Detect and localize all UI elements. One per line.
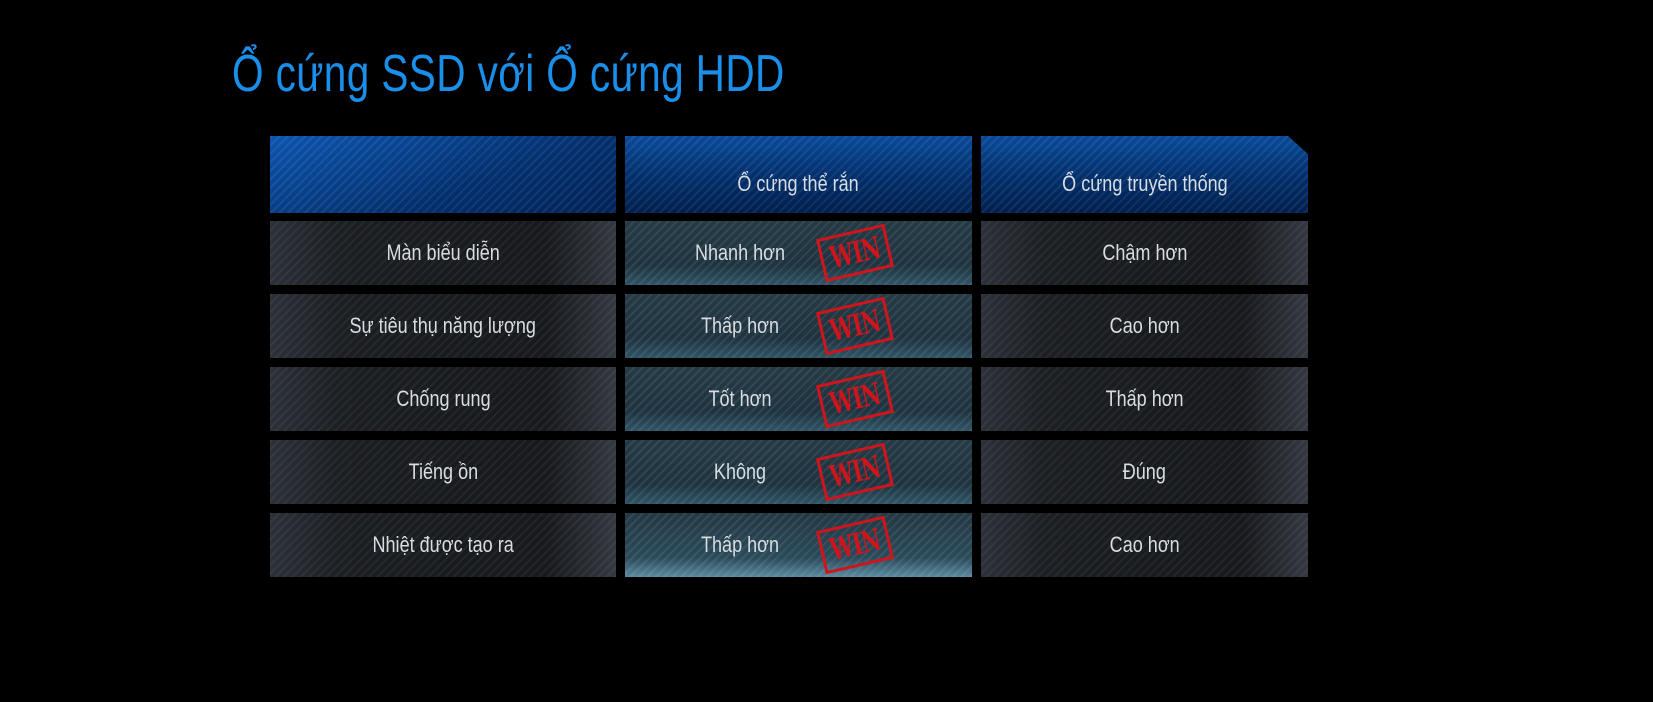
feature-cell: Nhiệt được tạo ra <box>270 513 616 577</box>
ssd-value: Tốt hơn <box>708 386 772 411</box>
hdd-value: Đúng <box>1122 459 1167 484</box>
ssd-value: Không <box>713 459 767 484</box>
ssd-cell: Không WIN <box>625 440 972 504</box>
hdd-cell: Thấp hơn <box>981 367 1308 431</box>
ssd-cell: Nhanh hơn WIN <box>625 221 972 285</box>
feature-cell: Sự tiêu thụ năng lượng <box>270 294 616 358</box>
feature-label: Chống rung <box>395 386 491 411</box>
win-stamp-icon: WIN <box>815 442 895 502</box>
header-label-hdd: Ổ cứng truyền thống <box>1061 170 1228 196</box>
feature-cell: Tiếng ồn <box>270 440 616 504</box>
ssd-cell: Tốt hơn WIN <box>625 367 972 431</box>
hdd-cell: Cao hơn <box>981 513 1308 577</box>
feature-label: Tiếng ồn <box>408 459 478 484</box>
win-stamp-icon: WIN <box>815 515 895 575</box>
header-cell-hdd: Ổ cứng truyền thống <box>981 136 1308 213</box>
hdd-value: Cao hơn <box>1109 313 1180 338</box>
hdd-cell: Cao hơn <box>981 294 1308 358</box>
page-title: Ổ cứng SSD với Ổ cứng HDD <box>232 45 785 103</box>
win-stamp-icon: WIN <box>815 223 895 283</box>
ssd-cell: Thấp hơn WIN <box>625 294 972 358</box>
header-label-ssd: Ổ cứng thể rắn <box>737 170 860 196</box>
header-cell-ssd: Ổ cứng thể rắn <box>625 136 972 213</box>
win-stamp-text: WIN <box>826 449 884 495</box>
hdd-value: Cao hơn <box>1109 532 1180 557</box>
feature-label: Sự tiêu thụ năng lượng <box>349 313 537 338</box>
win-stamp-text: WIN <box>826 376 884 422</box>
header-cell-empty <box>270 136 616 213</box>
win-stamp-icon: WIN <box>815 296 895 356</box>
hdd-value: Thấp hơn <box>1105 386 1184 411</box>
hdd-cell: Đúng <box>981 440 1308 504</box>
hdd-value: Chậm hơn <box>1101 240 1188 265</box>
win-stamp-icon: WIN <box>815 369 895 429</box>
ssd-value: Nhanh hơn <box>694 240 786 265</box>
feature-cell: Chống rung <box>270 367 616 431</box>
win-stamp-text: WIN <box>826 303 884 349</box>
ssd-value: Thấp hơn <box>700 532 780 557</box>
ssd-cell: Thấp hơn WIN <box>625 513 972 577</box>
feature-cell: Màn biểu diễn <box>270 221 616 285</box>
hdd-cell: Chậm hơn <box>981 221 1308 285</box>
ssd-value: Thấp hơn <box>700 313 780 338</box>
feature-label: Nhiệt được tạo ra <box>372 532 514 557</box>
feature-label: Màn biểu diễn <box>386 240 500 265</box>
win-stamp-text: WIN <box>826 522 884 568</box>
win-stamp-text: WIN <box>826 230 884 276</box>
